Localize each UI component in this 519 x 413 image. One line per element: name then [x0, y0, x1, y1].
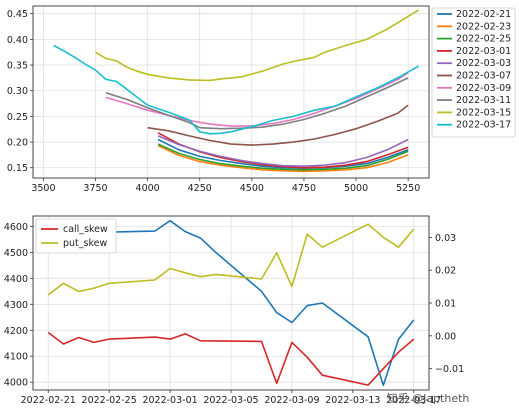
legend-label: put_skew: [63, 238, 107, 249]
x-tick-label: 5250: [396, 183, 420, 194]
series-line-2022-03-15: [95, 9, 420, 82]
x-tick-label: 4000: [136, 183, 160, 194]
y-tick-label: 0.25: [7, 112, 28, 123]
volatility-smile-chart: 3500 3750 4000 4250 4500 4750 5000 5250 0.15 0.20…: [7, 5, 516, 194]
legend-label: 2022-03-09: [456, 83, 511, 94]
legend-box-bottom: [35, 218, 117, 254]
legend-box-top: [431, 7, 516, 138]
legend-label: 2022-02-23: [456, 21, 511, 32]
legend-label: 2022-03-07: [456, 71, 511, 82]
series-line-put_skew: [47, 223, 415, 296]
series-line-2022-02-25: [157, 143, 409, 171]
x-tick-label: 2022-02-21: [21, 395, 76, 406]
y-tick-label-left: 4200: [4, 326, 28, 337]
plot-area-top: [33, 6, 429, 178]
y-tick-label: 0.45: [7, 9, 28, 20]
legend-label: 2022-03-01: [456, 46, 511, 57]
x-tick-label: 2022-03-05: [203, 395, 258, 406]
skew-time-series-chart: 2022-02-21 2022-02-25 2022-03-01 2022-03-05…: [4, 215, 464, 406]
y-tick-label-left: 4500: [4, 248, 28, 259]
y-tick-label-left: 4000: [4, 378, 28, 389]
x-tick-label: 2022-02-25: [82, 395, 137, 406]
x-tick-label: 5000: [344, 183, 368, 194]
series-line-2022-03-03: [157, 135, 409, 167]
x-tick-label: 3750: [83, 183, 107, 194]
series-line-call_skew: [47, 331, 415, 386]
y-tick-label: 0.35: [7, 61, 28, 72]
y-tick-label: 0.15: [7, 163, 28, 174]
legend-label: 2022-02-21: [456, 9, 511, 20]
series-line-2022-02-21: [157, 138, 409, 169]
x-tick-label: 4500: [240, 183, 264, 194]
series-line-2022-03-09: [105, 72, 409, 127]
y-tick-label: 0.30: [7, 86, 28, 97]
y-tick-label: 0.20: [7, 138, 28, 149]
series-line-2022-03-17: [53, 44, 419, 135]
axes-frame-bottom: [32, 215, 430, 391]
y-tick-label-left: 4400: [4, 274, 28, 285]
x-tick-label: 4750: [292, 183, 316, 194]
series-line-2022-02-23: [157, 144, 409, 173]
x-tick-label: 3500: [31, 183, 55, 194]
y-tick-label-right: −0.01: [435, 364, 464, 375]
series-line-2022-03-07: [147, 104, 409, 146]
y-tick-label-left: 4100: [4, 352, 28, 363]
x-tick-label: 4250: [188, 183, 212, 194]
x-tick-label: 2022-03-01: [142, 395, 197, 406]
axes-frame-top: [32, 5, 430, 179]
x-tick-label: 2022-03-09: [264, 395, 319, 406]
legend-label: 2022-03-17: [456, 120, 511, 131]
legend-label: call_skew: [63, 224, 108, 235]
series-line-2022-03-11: [105, 77, 409, 130]
watermark-text: 知乎 @Japtheth: [387, 391, 470, 405]
legend-label: 2022-03-11: [456, 95, 511, 106]
y-tick-label: 0.40: [7, 35, 28, 46]
y-tick-label-right: 0.03: [435, 233, 456, 244]
y-tick-label-left: 4600: [4, 222, 28, 233]
x-tick-label: 2022-03-13: [325, 395, 380, 406]
legend-label: 2022-02-25: [456, 34, 511, 45]
y-tick-label-right: 0.02: [435, 266, 456, 277]
x-tick-label: 2022-03-17: [386, 395, 441, 406]
y-tick-label-right: 0.01: [435, 299, 456, 310]
y-tick-label-right: 0.00: [435, 331, 456, 342]
legend-label: 2022-03-15: [456, 107, 511, 118]
legend-label: 2022-03-03: [456, 58, 511, 69]
y-tick-label-left: 4300: [4, 300, 28, 311]
